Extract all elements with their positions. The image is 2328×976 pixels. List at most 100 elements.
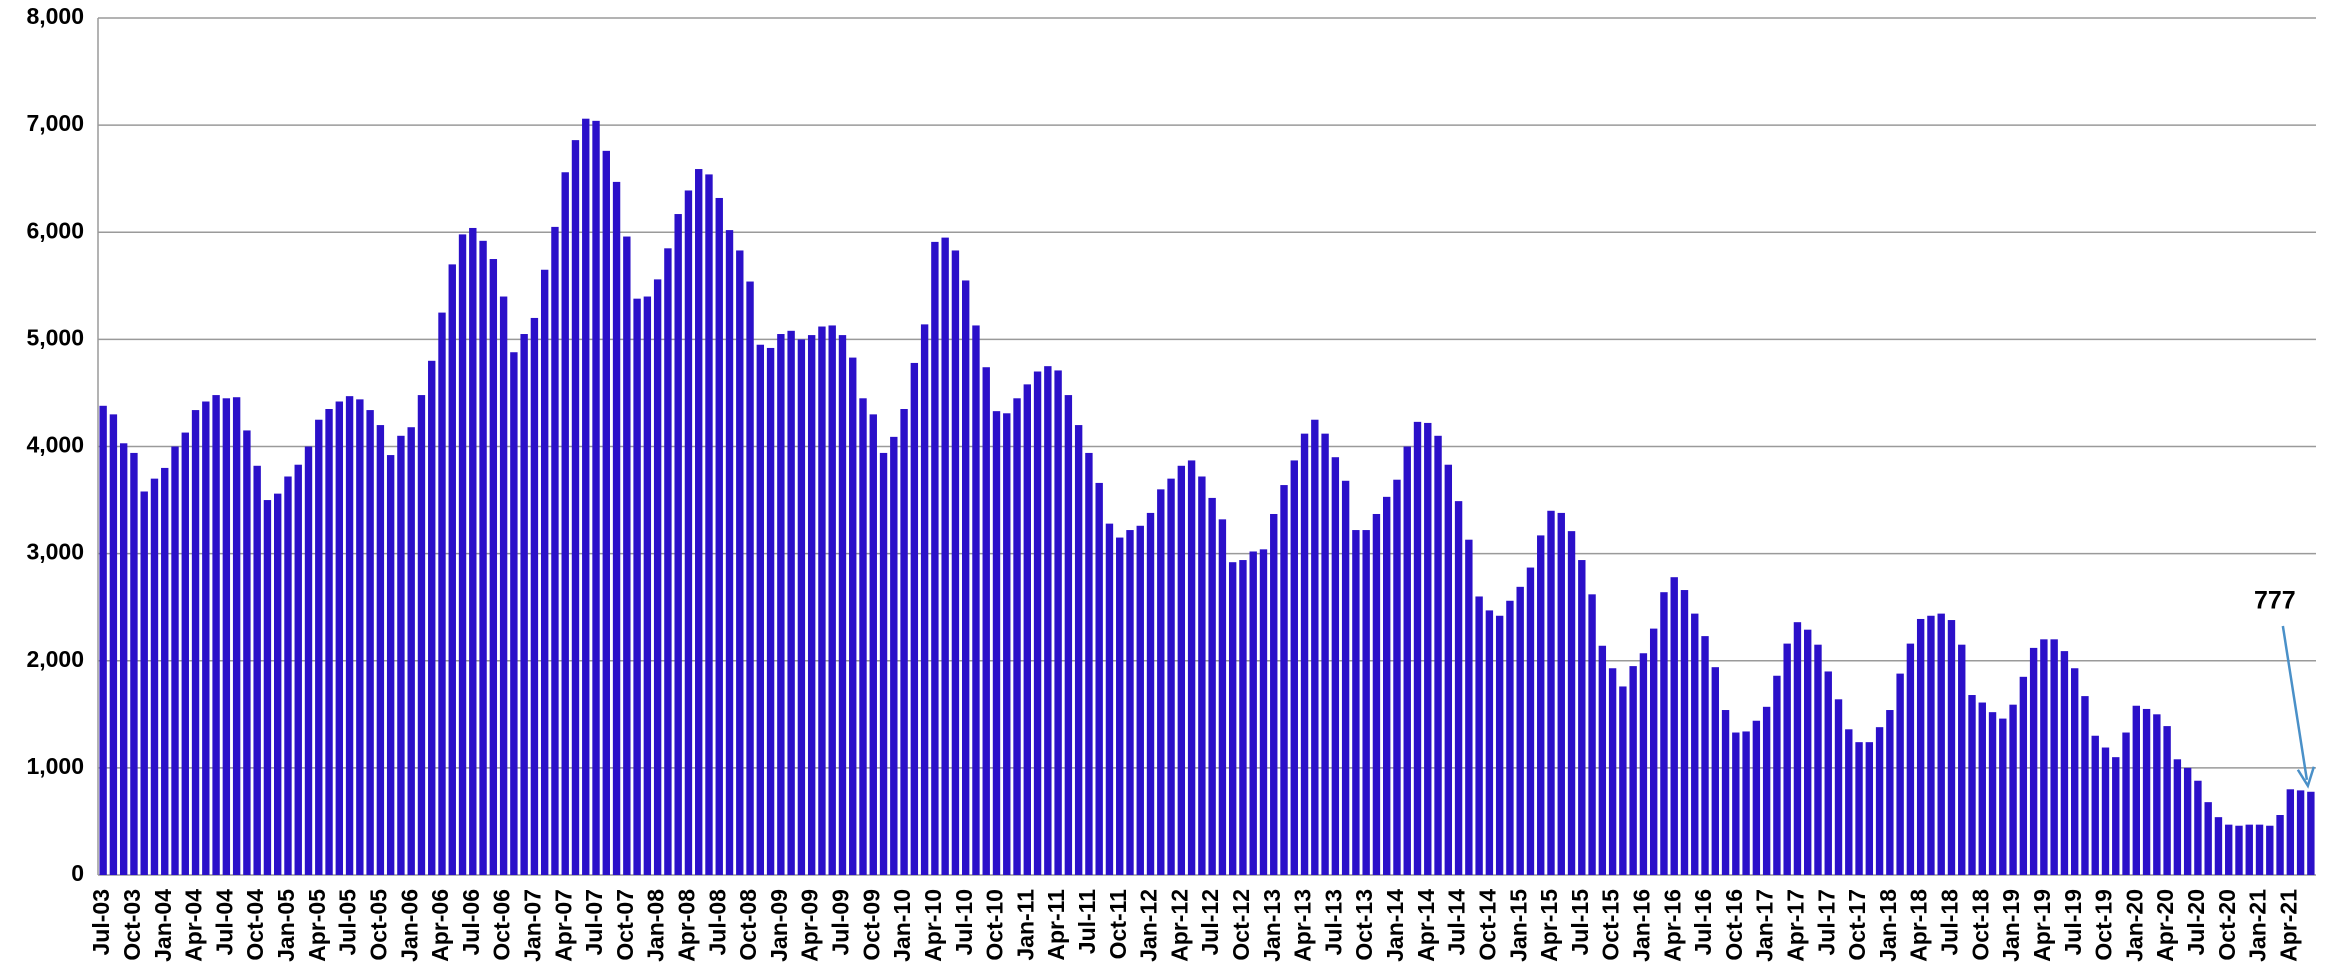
x-tick-label: Oct-20 [2214, 889, 2240, 961]
bar [1927, 615, 1935, 875]
bar [787, 330, 795, 875]
bar [602, 150, 610, 875]
bar [818, 326, 826, 875]
bar [232, 397, 241, 875]
bar [1013, 398, 1021, 875]
bar [849, 357, 857, 875]
bar [2286, 789, 2295, 875]
x-tick-label: Oct-09 [858, 889, 884, 961]
bar [386, 455, 395, 875]
x-tick-label: Jan-05 [273, 889, 299, 962]
bar [1311, 419, 1319, 875]
bar [1968, 695, 1976, 875]
bar [684, 190, 693, 875]
bar [1383, 496, 1391, 875]
bar [1331, 457, 1340, 875]
bar [725, 230, 734, 876]
y-tick-label: 6,000 [26, 217, 84, 243]
bar [181, 432, 189, 875]
bar [2060, 651, 2069, 875]
bar [109, 414, 118, 875]
bar [1629, 666, 1637, 875]
x-tick-label: Jan-12 [1136, 889, 1162, 962]
bar [1988, 712, 1997, 875]
x-tick-label: Oct-17 [1844, 889, 1870, 961]
bar [1649, 628, 1658, 875]
x-tick-label: Apr-13 [1290, 889, 1316, 962]
x-tick-label: Oct-12 [1228, 889, 1254, 961]
bar [1454, 501, 1463, 875]
bar [2112, 757, 2120, 875]
bar [828, 325, 836, 876]
x-tick-label: Oct-08 [735, 889, 761, 961]
bar [1701, 636, 1709, 875]
bar [1105, 523, 1114, 875]
bar [1167, 478, 1175, 875]
x-tick-label: Jul-17 [1813, 889, 1839, 955]
bar [633, 298, 641, 876]
bar [1157, 489, 1165, 875]
bar [428, 360, 436, 875]
bar [797, 339, 806, 875]
x-tick-label: Jan-17 [1752, 889, 1778, 962]
bar [520, 334, 528, 875]
x-tick-label: Oct-05 [365, 889, 391, 961]
bar [171, 446, 179, 875]
x-tick-label: Oct-11 [1105, 889, 1131, 960]
bar [910, 362, 919, 875]
x-tick-label: Oct-03 [119, 889, 145, 961]
x-tick-label: Oct-06 [489, 889, 515, 961]
bar [1362, 530, 1370, 875]
x-tick-label: Oct-18 [1967, 889, 1993, 961]
bar [1095, 482, 1103, 875]
x-tick-label: Jul-10 [951, 889, 977, 955]
bar [1064, 395, 1073, 875]
bar [1660, 592, 1668, 875]
bar [2050, 639, 2058, 875]
x-tick-label: Apr-19 [2029, 889, 2055, 962]
bar [582, 118, 590, 875]
bar [859, 398, 867, 875]
bar [1218, 519, 1227, 875]
bar [294, 464, 302, 875]
bar [931, 241, 939, 876]
x-tick-label: Apr-14 [1413, 889, 1439, 962]
bar [2235, 825, 2243, 875]
bar [2029, 647, 2038, 875]
bar [1608, 668, 1617, 875]
bar [1033, 371, 1042, 875]
bar [376, 425, 385, 875]
bar [530, 317, 539, 875]
x-tick-label: Oct-16 [1721, 889, 1747, 961]
bar [664, 248, 672, 876]
x-tick-label: Jul-03 [88, 889, 114, 955]
bar [1023, 384, 1031, 875]
bar [2245, 824, 2253, 875]
bar [1732, 732, 1740, 875]
bar [1413, 421, 1422, 875]
bar [1916, 618, 1925, 875]
x-tick-label: Apr-04 [181, 889, 207, 962]
bar [448, 264, 456, 875]
bar [1516, 586, 1524, 875]
bar [489, 259, 498, 875]
bar [2214, 817, 2223, 875]
x-tick-label: Apr-16 [1659, 889, 1685, 962]
bar [1762, 706, 1771, 875]
x-tick-label: Jan-21 [2245, 889, 2271, 962]
bar [1752, 720, 1761, 875]
bar [1680, 590, 1689, 875]
bar [1588, 594, 1596, 875]
x-tick-label: Jul-06 [458, 889, 484, 955]
bar [777, 334, 785, 875]
bar [417, 395, 426, 875]
bar [1742, 731, 1750, 875]
x-tick-label: Apr-18 [1906, 889, 1932, 962]
bar [2204, 802, 2212, 875]
bar [130, 452, 138, 875]
x-tick-label: Jan-04 [150, 889, 176, 962]
y-tick-label: 4,000 [26, 432, 84, 458]
bar [315, 419, 323, 875]
bar [1444, 464, 1453, 875]
bar [304, 446, 313, 875]
